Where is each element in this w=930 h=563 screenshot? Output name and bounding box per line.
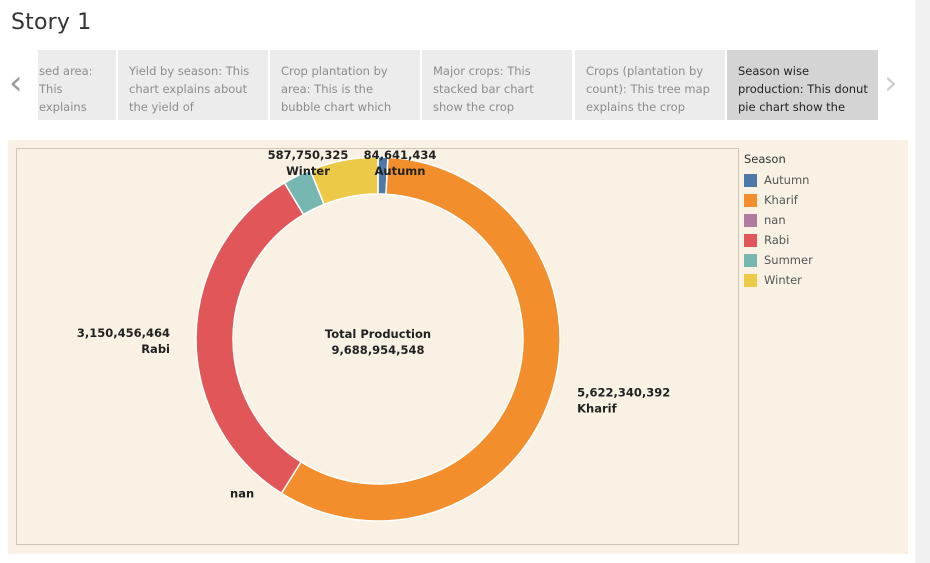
donut-chart-area[interactable]: Total Production 9,688,954,548 84,641,434 A…: [16, 148, 739, 545]
legend-item-winter[interactable]: Winter: [744, 270, 813, 290]
legend-label: Rabi: [764, 233, 790, 247]
right-scrollbar[interactable]: [915, 0, 930, 563]
center-label: Total Production: [325, 327, 431, 341]
next-point-button[interactable]: ›: [884, 66, 898, 100]
legend-label: nan: [764, 213, 786, 227]
legend-label: Kharif: [764, 193, 798, 207]
slice-name-label-kharif: Kharif: [577, 401, 617, 415]
legend-item-kharif[interactable]: Kharif: [744, 190, 813, 210]
legend-item-summer[interactable]: Summer: [744, 250, 813, 270]
center-value: 9,688,954,548: [331, 343, 424, 357]
slice-value-label-autumn: 84,641,434: [364, 149, 437, 162]
legend-item-rabi[interactable]: Rabi: [744, 230, 813, 250]
legend-swatch: [744, 253, 757, 267]
donut-chart[interactable]: Total Production 9,688,954,548 84,641,434 A…: [17, 148, 738, 544]
slice-value-label-rabi: 3,150,456,464: [77, 326, 170, 340]
prev-point-button[interactable]: ‹: [9, 66, 23, 100]
legend: Season Autumn Kharif nan Rabi Summer Win…: [744, 152, 813, 290]
chevron-right-icon: ›: [884, 63, 898, 103]
donut-slice-winter[interactable]: [309, 156, 379, 206]
slice-value-label-winter: 587,750,325: [268, 149, 349, 162]
slice-name-label-winter: Winter: [286, 164, 330, 178]
legend-label: Summer: [764, 253, 813, 267]
legend-swatch: [744, 273, 757, 287]
legend-swatch: [744, 233, 757, 247]
story-point-caption[interactable]: Crop plantation by area: This is the bub…: [270, 50, 420, 120]
legend-swatch: [744, 173, 757, 187]
slice-value-label-kharif: 5,622,340,392: [577, 385, 670, 399]
legend-swatch: [744, 193, 757, 207]
story-point-caption[interactable]: sed area: This explains: [38, 50, 116, 120]
story-captions: sed area: This explains Yield by season:…: [38, 50, 878, 120]
legend-label: Winter: [764, 273, 802, 287]
story-point-caption[interactable]: Major crops: This stacked bar chart show…: [422, 50, 572, 120]
legend-swatch: [744, 213, 757, 227]
story-point-caption-active[interactable]: Season wise production: This donut pie c…: [727, 50, 878, 120]
chevron-left-icon: ‹: [9, 63, 23, 103]
story-point-caption[interactable]: Crops (plantation by count): This tree m…: [575, 50, 725, 120]
legend-label: Autumn: [764, 173, 810, 187]
slice-name-label-rabi: Rabi: [141, 342, 170, 356]
donut-slice-rabi[interactable]: [195, 181, 305, 495]
legend-item-autumn[interactable]: Autumn: [744, 170, 813, 190]
legend-item-nan[interactable]: nan: [744, 210, 813, 230]
story-title: Story 1: [11, 10, 92, 35]
story-point-caption[interactable]: Yield by season: This chart explains abo…: [118, 50, 268, 120]
legend-title: Season: [744, 152, 786, 166]
slice-name-label-autumn: Autumn: [375, 164, 426, 178]
donut-slice-kharif[interactable]: [280, 156, 561, 522]
slice-name-label-nan: nan: [230, 487, 254, 501]
